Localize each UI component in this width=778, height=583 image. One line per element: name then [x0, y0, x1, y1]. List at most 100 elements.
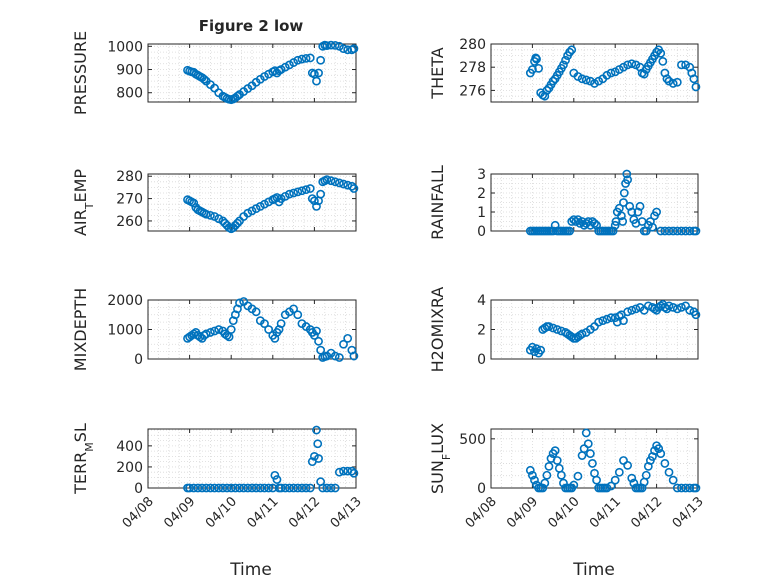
y-tick-label: 4	[477, 293, 486, 309]
data-point	[316, 55, 326, 65]
data-point	[297, 186, 307, 196]
x-tick-label: 04/10	[203, 494, 240, 531]
data-point	[312, 425, 321, 435]
y-tick-label: 280	[459, 37, 486, 53]
x-axis-label-right: Time	[572, 560, 615, 580]
data-point	[210, 326, 219, 336]
data-point	[677, 60, 686, 70]
data-point	[316, 189, 326, 199]
data-point	[334, 467, 344, 477]
data-point	[681, 483, 690, 493]
data-point	[627, 305, 637, 315]
data-point	[689, 74, 699, 84]
x-tick-label: 04/08	[120, 494, 157, 531]
series-markers	[183, 175, 359, 234]
data-point	[685, 305, 695, 315]
y-tick-label: 0	[477, 481, 486, 497]
data-point	[581, 75, 591, 85]
data-point	[542, 86, 552, 95]
series-markers	[183, 297, 359, 362]
data-point	[548, 76, 558, 86]
data-point	[301, 483, 311, 493]
axes-box	[147, 43, 357, 103]
data-point	[239, 483, 249, 493]
data-point	[343, 45, 353, 55]
data-point	[565, 226, 575, 236]
data-point	[326, 40, 336, 50]
data-point	[301, 53, 311, 63]
data-point	[293, 187, 303, 197]
series-markers	[525, 45, 701, 101]
data-point	[567, 45, 577, 55]
data-point	[235, 483, 244, 493]
data-point	[285, 483, 294, 493]
data-point	[255, 483, 265, 493]
data-point	[289, 483, 298, 493]
data-point	[349, 184, 359, 193]
data-point	[677, 226, 686, 236]
data-point	[567, 332, 577, 342]
data-point	[590, 218, 599, 228]
data-point	[280, 483, 290, 493]
data-point	[309, 451, 319, 461]
data-point	[301, 185, 311, 195]
data-point	[660, 302, 670, 312]
data-point	[577, 74, 587, 84]
y-tick-label: 0	[134, 352, 143, 368]
plot-area	[148, 44, 356, 102]
data-point	[668, 302, 678, 312]
data-point	[668, 475, 678, 485]
data-point	[602, 483, 612, 493]
data-point	[322, 483, 332, 493]
data-point	[330, 177, 340, 187]
data-point	[623, 60, 633, 70]
data-point	[559, 60, 568, 70]
data-point	[205, 328, 215, 337]
data-point	[598, 316, 608, 326]
data-point	[677, 302, 686, 312]
data-point	[297, 483, 307, 493]
y-tick-label: 2	[477, 186, 486, 202]
data-point	[691, 310, 701, 320]
data-point	[660, 226, 670, 236]
plot-area	[491, 44, 698, 102]
data-point	[641, 226, 651, 236]
data-point	[312, 76, 321, 86]
data-point	[233, 91, 242, 101]
y-tick-label: 2	[477, 323, 486, 339]
data-point	[540, 478, 550, 488]
panel-pressure: 800 900 1000 PRESSURE	[71, 31, 359, 115]
data-point	[656, 449, 666, 458]
data-point	[305, 53, 315, 63]
data-point	[205, 483, 215, 493]
data-point	[314, 454, 323, 463]
data-point	[230, 483, 240, 493]
data-point	[565, 47, 575, 57]
data-point	[664, 301, 674, 311]
data-point	[251, 307, 261, 317]
data-point	[672, 77, 682, 87]
data-point	[622, 169, 632, 179]
data-point	[305, 184, 315, 193]
data-point	[293, 483, 303, 493]
x-tick-label: 04/09	[161, 494, 198, 531]
y-tick-label: 200	[116, 460, 143, 476]
data-point	[528, 65, 537, 74]
data-point	[243, 483, 253, 493]
data-point	[528, 342, 537, 352]
data-point	[677, 483, 686, 493]
data-point	[556, 470, 566, 480]
data-point	[347, 181, 357, 191]
data-point	[681, 226, 690, 236]
y-tick-label: 260	[116, 214, 143, 230]
data-point	[201, 329, 211, 339]
y-axis-label: TERRMSL	[71, 423, 96, 495]
data-point	[339, 179, 348, 189]
data-point	[205, 210, 215, 220]
data-point	[330, 351, 340, 361]
data-point	[272, 475, 282, 484]
data-point	[544, 322, 554, 331]
data-point	[617, 211, 626, 221]
data-point	[210, 483, 219, 493]
